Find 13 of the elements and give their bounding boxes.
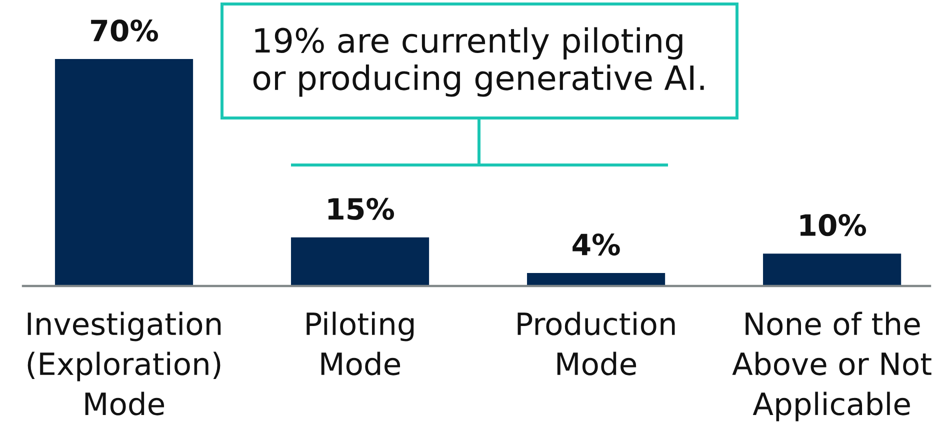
data-label: 4%	[572, 234, 620, 256]
bar	[527, 273, 666, 286]
x-tick-label: Investigation (Exploration) Mode	[28, 312, 221, 416]
bar	[54, 59, 194, 286]
data-label: 15%	[328, 198, 394, 220]
data-label: 10%	[800, 214, 866, 236]
x-tick-label: Production Mode	[518, 312, 675, 376]
bar	[290, 237, 430, 286]
x-tick-label: Piloting Mode	[306, 312, 414, 376]
bar	[763, 254, 902, 286]
annotation: 19% are currently piloting or producing generative AI.	[253, 27, 704, 97]
x-tick-label: None of the Above or Not Applicable	[732, 312, 932, 422]
data-label: 70%	[91, 19, 158, 42]
